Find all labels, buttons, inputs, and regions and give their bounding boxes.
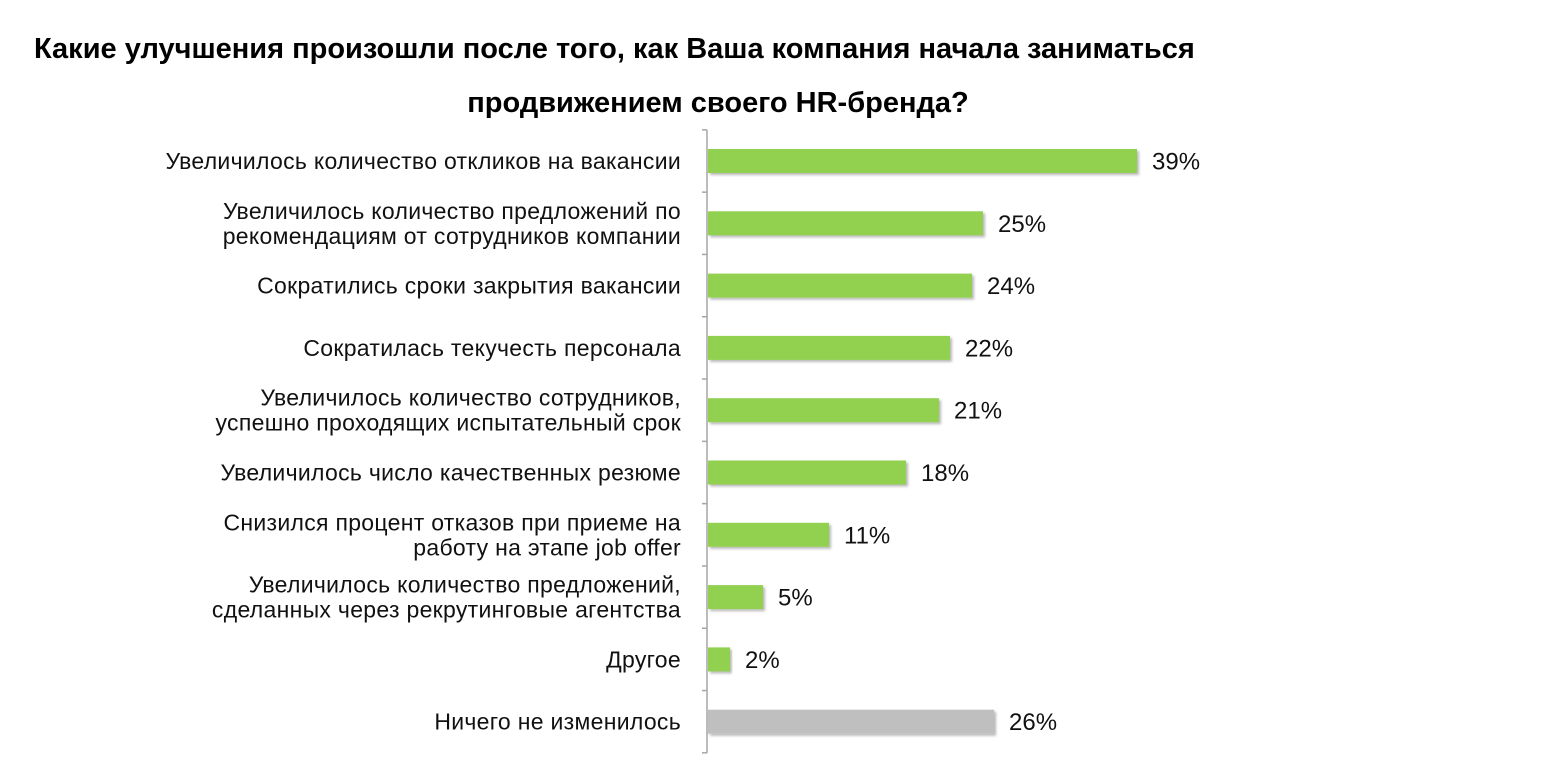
category-label: Сократились сроки закрытия вакансии <box>257 273 681 299</box>
chart-title: Какие улучшения произошли после того, ка… <box>34 33 1195 119</box>
category-label: Увеличилось количество откликов на вакан… <box>166 148 682 174</box>
value-label: 25% <box>998 211 1046 238</box>
category-axis <box>702 129 708 754</box>
bar <box>708 149 1137 173</box>
bar <box>708 460 906 485</box>
value-label: 18% <box>921 460 969 487</box>
value-label: 11% <box>844 522 890 549</box>
value-label: 39% <box>1152 149 1200 176</box>
category-label: Увеличилось количество сотрудников, <box>260 385 681 411</box>
bar <box>708 647 730 672</box>
bar <box>708 335 950 360</box>
chart-title-line: Какие улучшения произошли после того, ка… <box>34 33 1195 65</box>
value-label: 24% <box>987 273 1035 300</box>
category-label: Другое <box>606 646 681 672</box>
category-label: Увеличилось количество предложений, <box>249 572 681 598</box>
chart-title-line: продвижением своего HR-бренда? <box>467 87 968 119</box>
bar <box>708 585 763 610</box>
value-label: 21% <box>954 398 1002 425</box>
value-labels: 39% 25% 24% 22% 21% 18% 11% 5% 2% 26% <box>745 149 1200 737</box>
category-label: сделанных через рекрутинговые агентства <box>212 597 681 623</box>
category-labels: Увеличилось количество откликов на вакан… <box>166 148 682 735</box>
category-label: работу на этапе job offer <box>413 534 681 560</box>
category-label: успешно проходящих испытательный срок <box>216 410 682 436</box>
bar <box>708 273 972 298</box>
value-label: 26% <box>1009 709 1057 736</box>
category-label: Сократилась текучесть персонала <box>303 335 681 361</box>
value-label: 22% <box>965 335 1013 362</box>
value-label: 5% <box>778 585 813 612</box>
bar <box>708 709 994 734</box>
category-label: рекомендациям от сотрудников компании <box>223 223 681 249</box>
category-label: Снизился процент отказов при приеме на <box>223 509 681 535</box>
bars <box>708 149 1137 734</box>
bar <box>708 398 939 423</box>
bar <box>708 522 829 547</box>
category-label: Ничего не изменилось <box>434 709 681 735</box>
category-label: Увеличилось количество предложений по <box>223 198 681 224</box>
value-label: 2% <box>745 647 780 674</box>
category-label: Увеличилось число качественных резюме <box>221 460 682 486</box>
bar <box>708 211 983 236</box>
